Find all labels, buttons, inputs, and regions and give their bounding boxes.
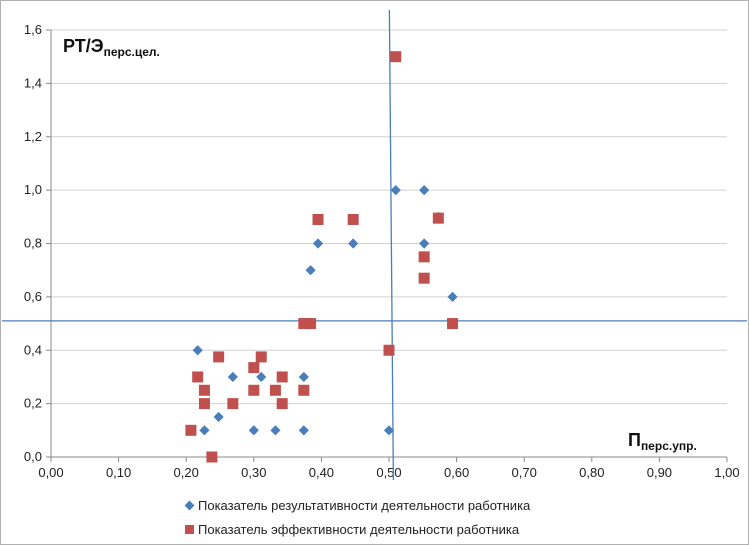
x-tick-label: 0,80 <box>579 465 604 480</box>
data-point-square <box>447 318 459 330</box>
axes <box>50 30 727 458</box>
y-tick-label: 1,4 <box>24 75 42 90</box>
data-point-square <box>227 398 239 410</box>
y-tick-label: 0,8 <box>24 236 42 251</box>
x-axis-title-main: П <box>628 430 641 450</box>
x-tick-label: 1,00 <box>714 465 739 480</box>
y-tick-label: 0,4 <box>24 342 42 357</box>
data-point-diamond <box>270 425 281 436</box>
x-axis-title: Пперс.упр. <box>628 430 697 453</box>
legend-item-effectiveness: Показатель результативности деятельности… <box>184 498 531 513</box>
data-point-square <box>347 213 359 225</box>
gridlines <box>46 29 728 462</box>
x-tick-label: 0,40 <box>309 465 334 480</box>
x-tick-label: 0,50 <box>376 465 401 480</box>
x-tick-labels: 0,00 0,10 0,20 0,30 0,40 0,50 0,60 0,70 0,80 0,90… <box>38 465 739 480</box>
legend-label: Показатель результативности деятельности… <box>198 498 531 513</box>
data-point-square <box>432 212 444 224</box>
data-point-square <box>276 398 288 410</box>
x-tick-label: 0,70 <box>512 465 537 480</box>
x-tick-label: 0,20 <box>174 465 199 480</box>
data-point-square <box>298 384 310 396</box>
data-point-square <box>269 384 281 396</box>
data-point-square <box>276 371 288 383</box>
x-tick-label: 0,10 <box>106 465 131 480</box>
data-point-square <box>213 351 225 363</box>
data-point-square <box>418 272 430 284</box>
x-tick-label: 0,00 <box>38 465 63 480</box>
y-tick-label: 1,6 <box>24 22 42 37</box>
data-point-square <box>312 213 324 225</box>
y-tick-label: 0,2 <box>24 396 42 411</box>
y-tick-labels: 0,0 0,2 0,4 0,6 0,8 1,0 1,2 1,4 1,6 <box>24 22 42 464</box>
data-point-square <box>418 251 430 263</box>
data-point-diamond <box>383 425 395 436</box>
legend-marker-diamond <box>184 500 195 511</box>
legend-marker-square <box>185 525 194 534</box>
data-point-square <box>383 344 395 356</box>
data-point-square <box>185 424 197 436</box>
y-tick-label: 0,0 <box>24 449 42 464</box>
data-point-diamond <box>192 345 203 356</box>
data-point-diamond <box>447 291 458 302</box>
reference-line-vertical <box>388 9 395 481</box>
legend-item-efficiency: Показатель эффективности деятельности ра… <box>185 522 520 537</box>
data-point-square <box>298 318 310 330</box>
y-axis-title-main: РТ/Э <box>63 36 104 56</box>
data-point-square <box>305 318 317 330</box>
series-diamond <box>192 185 458 436</box>
y-tick-label: 1,2 <box>24 129 42 144</box>
x-tick-label: 0,60 <box>444 465 469 480</box>
data-point-diamond <box>312 238 324 249</box>
data-point-square <box>206 451 218 463</box>
data-point-square <box>192 371 204 383</box>
x-axis-title-sub: перс.упр. <box>641 439 697 453</box>
data-point-square <box>255 351 267 363</box>
x-tick-label: 0,90 <box>647 465 672 480</box>
data-point-square <box>390 51 402 63</box>
data-point-diamond <box>298 425 309 436</box>
data-point-square <box>248 384 260 396</box>
legend-label: Показатель эффективности деятельности ра… <box>198 522 520 537</box>
y-tick-label: 1,0 <box>24 182 42 197</box>
y-tick-label: 0,6 <box>24 289 42 304</box>
data-point-diamond <box>256 371 267 383</box>
data-point-diamond <box>248 425 259 436</box>
y-axis-title-sub: перс.цел. <box>104 45 160 59</box>
reference-lines <box>2 9 747 481</box>
series-square <box>185 51 459 463</box>
x-tick-label: 0,30 <box>241 465 266 480</box>
legend: Показатель результативности деятельности… <box>184 498 531 537</box>
data-point-square <box>248 362 260 374</box>
data-point-square <box>198 384 210 396</box>
y-axis-title: РТ/Эперс.цел. <box>63 36 160 59</box>
data-point-square <box>198 398 210 410</box>
data-points <box>185 51 459 463</box>
data-point-diamond <box>305 265 316 276</box>
data-point-diamond <box>298 371 309 383</box>
